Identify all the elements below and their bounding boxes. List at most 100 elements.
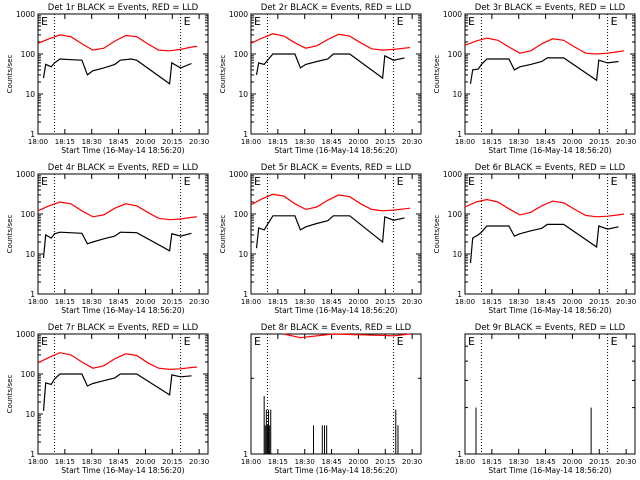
x-tick-label: 18:45 [321, 458, 341, 466]
x-tick-label: 18:00 [241, 458, 261, 466]
plot-frame [250, 173, 422, 295]
x-axis-label: Start Time (16-May-14 18:56:20) [488, 146, 611, 155]
x-tick-label: 18:30 [509, 458, 529, 466]
x-tick-label: 20:00 [348, 458, 368, 466]
x-tick-label: 18:30 [82, 458, 102, 466]
panel-det-9: Det 9r BLACK = Events, RED = LLD 118:00 18… [455, 323, 636, 475]
event-marker-label: E [397, 175, 404, 188]
events-series-line [255, 215, 405, 249]
y-tick-label: 1 [457, 130, 462, 139]
x-tick-label: 20:15 [375, 298, 395, 306]
y-tick-label: 10 [25, 410, 35, 419]
x-tick-label: 18:45 [321, 298, 341, 306]
x-tick-label: 20:00 [562, 138, 582, 146]
events-series-line [469, 223, 619, 263]
y-tick-label: 10 [452, 90, 462, 99]
x-tick-label: 20:00 [562, 298, 582, 306]
x-tick-label: 18:45 [535, 138, 555, 146]
events-series-line [42, 231, 192, 258]
panel-det-5: Det 5r BLACK = Events, RED = LLD 1 10 100 10… [219, 163, 422, 315]
events-series-line [42, 58, 192, 85]
corner-label: E [41, 175, 48, 188]
x-tick-label: 18:15 [482, 298, 502, 306]
y-tick-label: 1 [243, 450, 248, 459]
x-tick-label: 20:15 [375, 458, 395, 466]
y-tick-label: 100 [234, 210, 249, 219]
y-tick-label: 10 [25, 90, 35, 99]
x-tick-label: 20:00 [135, 458, 155, 466]
y-axis-label: Counts/sec [433, 55, 441, 94]
plot-frame [464, 333, 636, 455]
x-axis-label: Start Time (16-May-14 18:56:20) [488, 306, 611, 315]
x-tick-label: 18:00 [28, 458, 48, 466]
x-tick-label: 20:15 [162, 458, 182, 466]
x-tick-label: 20:15 [589, 138, 609, 146]
lld-series-line [283, 333, 411, 339]
x-axis-label: Start Time (16-May-14 18:56:20) [61, 146, 184, 155]
event-marker-label: E [184, 335, 191, 348]
lld-series-line [464, 37, 625, 55]
event-marker-label: E [611, 335, 618, 348]
y-tick-label: 10 [238, 250, 248, 259]
y-tick-label: 1 [457, 450, 462, 459]
x-tick-label: 20:15 [589, 458, 609, 466]
panel-title: Det 8r BLACK = Events, RED = LLD [261, 323, 412, 333]
panel-det-4: Det 4r BLACK = Events, RED = LLD 1 10 100 10… [6, 163, 209, 315]
y-tick-label: 1000 [443, 10, 462, 19]
y-tick-label: 1 [243, 290, 248, 299]
x-tick-label: 18:45 [108, 298, 128, 306]
y-tick-label: 10 [238, 90, 248, 99]
event-marker-label: E [184, 15, 191, 28]
panel-det-2: Det 2r BLACK = Events, RED = LLD 1 10 100 10… [219, 3, 422, 155]
x-tick-label: 20:30 [402, 458, 422, 466]
y-tick-label: 100 [234, 50, 249, 59]
y-tick-label: 1000 [16, 170, 35, 179]
x-tick-label: 20:15 [589, 298, 609, 306]
x-tick-label: 18:30 [295, 138, 315, 146]
x-tick-label: 20:30 [189, 138, 209, 146]
corner-label: E [41, 15, 48, 28]
lld-series-line [37, 352, 198, 371]
y-axis-label: Counts/sec [6, 215, 14, 254]
panel-det-6: Det 6r BLACK = Events, RED = LLD 1 10 100 10… [433, 163, 636, 315]
panel-det-3: Det 3r BLACK = Events, RED = LLD 1 10 100 10… [433, 3, 636, 155]
events-series-line [255, 53, 405, 80]
events-series-line [42, 373, 192, 411]
event-marker-label: E [397, 15, 404, 28]
x-tick-label: 18:00 [28, 138, 48, 146]
events-series-line [469, 57, 619, 84]
x-tick-label: 18:30 [82, 138, 102, 146]
x-tick-label: 18:15 [268, 298, 288, 306]
y-tick-label: 100 [21, 50, 36, 59]
y-tick-label: 1 [243, 130, 248, 139]
corner-label: E [468, 175, 475, 188]
plot-frame [37, 13, 209, 135]
x-tick-label: 18:45 [535, 298, 555, 306]
plot-frame [37, 173, 209, 295]
x-tick-label: 20:00 [562, 458, 582, 466]
y-axis-label: Counts/sec [219, 55, 227, 94]
corner-label: E [254, 15, 261, 28]
plot-frame [464, 173, 636, 295]
y-tick-label: 1000 [443, 170, 462, 179]
y-axis-label: Counts/sec [6, 375, 14, 414]
y-tick-label: 1000 [229, 170, 248, 179]
x-tick-label: 20:00 [135, 138, 155, 146]
corner-label: E [41, 335, 48, 348]
x-tick-label: 18:00 [28, 298, 48, 306]
x-tick-label: 20:30 [616, 298, 636, 306]
x-axis-label: Start Time (16-May-14 18:56:20) [61, 466, 184, 475]
x-tick-label: 18:15 [482, 458, 502, 466]
x-tick-label: 20:30 [189, 458, 209, 466]
y-axis-label: Counts/sec [219, 215, 227, 254]
y-tick-label: 100 [21, 210, 36, 219]
x-tick-label: 18:15 [268, 458, 288, 466]
x-tick-label: 18:00 [455, 458, 475, 466]
x-tick-label: 18:30 [82, 298, 102, 306]
lld-series-line [37, 34, 198, 52]
corner-label: E [254, 175, 261, 188]
y-tick-label: 10 [452, 250, 462, 259]
x-tick-label: 18:00 [241, 138, 261, 146]
x-tick-label: 20:30 [402, 138, 422, 146]
